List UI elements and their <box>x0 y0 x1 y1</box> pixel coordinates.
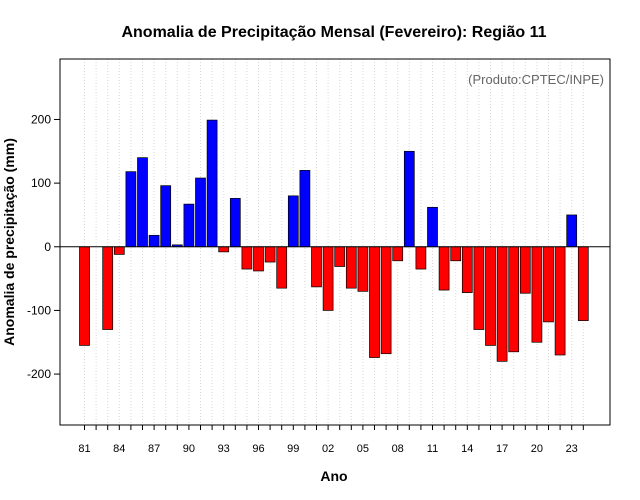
bar-2006 <box>369 246 380 358</box>
x-tick-label: 11 <box>427 443 438 455</box>
x-tick-label: 87 <box>148 443 160 455</box>
x-tick-label: 17 <box>496 443 508 455</box>
bar-1997 <box>264 246 276 263</box>
bar-1983 <box>102 246 114 330</box>
x-tick-label: 23 <box>566 443 578 455</box>
bar-1993 <box>218 246 230 253</box>
x-tick-label: 90 <box>183 443 195 455</box>
bar-1995 <box>241 246 253 270</box>
x-tick-label: 05 <box>357 443 369 455</box>
x-tick-label: 81 <box>78 443 90 455</box>
x-tick-label: 02 <box>322 443 334 455</box>
bar-1981 <box>79 246 90 346</box>
bar-2017 <box>496 246 508 362</box>
bar-2005 <box>357 246 369 292</box>
x-tick-label: 96 <box>252 443 264 455</box>
bar-2008 <box>392 246 404 262</box>
source-annotation: (Produto:CPTEC/INPE) <box>468 72 604 87</box>
bar-2022 <box>554 246 566 356</box>
bar-2020 <box>531 246 543 343</box>
bar-1999 <box>287 195 299 248</box>
bar-1985 <box>125 171 137 248</box>
bar-2009 <box>403 150 415 248</box>
bar-2001 <box>311 246 322 288</box>
bar-2023 <box>566 214 578 248</box>
bar-2015 <box>473 246 485 330</box>
bar-1984 <box>113 246 125 255</box>
bar-2014 <box>461 246 473 293</box>
bar-2024 <box>577 246 589 321</box>
bar-2012 <box>438 246 450 291</box>
x-tick-label: 14 <box>461 443 473 455</box>
y-tick-label: 100 <box>31 176 51 190</box>
bar-1987 <box>148 234 160 248</box>
bar-1990 <box>183 203 195 248</box>
y-tick-label: 200 <box>31 112 51 126</box>
bar-2013 <box>450 246 462 262</box>
bar-2000 <box>299 170 311 248</box>
x-tick-label: 20 <box>531 443 543 455</box>
y-axis: -200 -100 0 100 200 <box>27 112 60 381</box>
x-tick-label: 08 <box>392 443 404 455</box>
bar-2016 <box>485 246 496 346</box>
bar-1988 <box>160 185 172 248</box>
y-axis-label: Anomalia de precipitação (mm) <box>1 138 17 346</box>
bar-1986 <box>137 157 148 248</box>
bar-1992 <box>206 119 218 248</box>
bar-1998 <box>276 246 288 289</box>
x-axis-label: Ano <box>320 468 347 484</box>
bar-2004 <box>345 246 357 289</box>
y-tick-label: 0 <box>44 240 51 254</box>
x-tick-label: 84 <box>113 443 125 455</box>
bar-2021 <box>543 246 554 323</box>
x-tick-label: 93 <box>218 443 230 455</box>
bar-2018 <box>508 246 520 353</box>
plot-frame <box>59 58 611 426</box>
bar-2007 <box>380 246 392 355</box>
y-tick-label: -200 <box>27 367 51 381</box>
bar-2011 <box>427 206 438 248</box>
bar-2002 <box>322 246 334 311</box>
bar-2010 <box>415 246 427 270</box>
bar-1996 <box>253 246 264 272</box>
chart-title: Anomalia de Precipitação Mensal (Feverei… <box>121 24 546 41</box>
bars <box>79 119 589 362</box>
bar-1991 <box>195 177 206 248</box>
x-tick-label: 99 <box>287 443 299 455</box>
y-tick-label: -100 <box>27 303 51 317</box>
bar-2003 <box>334 246 346 267</box>
x-axis: 81 84 87 90 93 96 99 02 05 08 11 14 17 20 23 <box>78 425 584 455</box>
bar-1994 <box>229 198 241 248</box>
bar-2019 <box>519 246 531 294</box>
